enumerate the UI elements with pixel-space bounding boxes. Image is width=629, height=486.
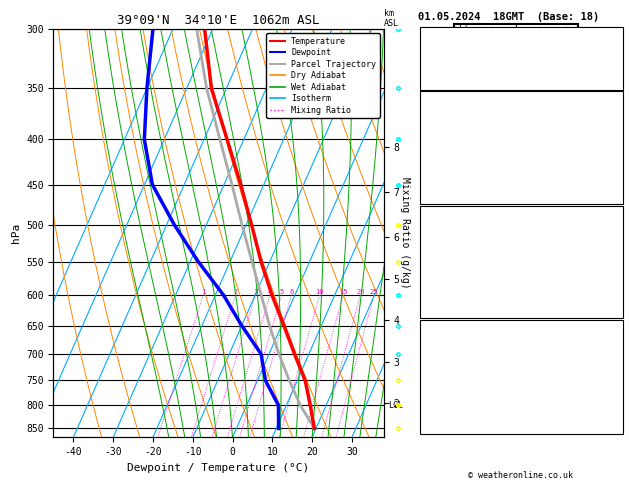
Y-axis label: hPa: hPa [11, 223, 21, 243]
Text: CIN (J): CIN (J) [423, 161, 460, 170]
X-axis label: Dewpoint / Temperature (°C): Dewpoint / Temperature (°C) [128, 463, 309, 473]
Text: 35: 35 [609, 35, 620, 43]
Text: 4: 4 [268, 289, 272, 295]
Text: 7: 7 [614, 368, 620, 377]
Text: -3: -3 [609, 347, 620, 356]
Text: 10: 10 [316, 289, 324, 295]
Text: 329: 329 [603, 129, 620, 138]
Text: 1: 1 [201, 289, 206, 295]
Text: -1: -1 [609, 140, 620, 149]
Text: 2.31: 2.31 [598, 64, 620, 72]
Text: 10.6: 10.6 [598, 119, 620, 127]
Text: 5: 5 [280, 289, 284, 295]
Text: 2: 2 [233, 289, 238, 295]
Y-axis label: Mixing Ratio (g/kg): Mixing Ratio (g/kg) [401, 177, 410, 289]
Text: 486: 486 [603, 151, 620, 159]
Text: CIN (J): CIN (J) [423, 265, 460, 274]
Title: 39°09'N  34°10'E  1062m ASL: 39°09'N 34°10'E 1062m ASL [118, 14, 320, 27]
Text: LCL: LCL [388, 401, 403, 410]
Text: Dewp (°C): Dewp (°C) [423, 119, 471, 127]
Text: 219°: 219° [598, 358, 620, 366]
Text: 0: 0 [614, 265, 620, 274]
Text: 15: 15 [339, 289, 347, 295]
Text: StmDir: StmDir [423, 358, 455, 366]
Text: SREH: SREH [423, 347, 444, 356]
Text: CAPE (J): CAPE (J) [423, 254, 465, 263]
Text: Totals Totals: Totals Totals [423, 49, 493, 58]
Text: Lifted Index: Lifted Index [423, 243, 487, 252]
Text: K: K [423, 35, 428, 43]
Text: Hodograph: Hodograph [497, 324, 545, 332]
Text: 892: 892 [603, 222, 620, 231]
Text: 01.05.2024  18GMT  (Base: 18): 01.05.2024 18GMT (Base: 18) [418, 12, 599, 22]
Text: StmSpd (kt): StmSpd (kt) [423, 368, 482, 377]
Text: EH: EH [423, 336, 433, 345]
Text: 20: 20 [356, 289, 365, 295]
Text: Surface: Surface [503, 95, 540, 104]
Text: km
ASL: km ASL [384, 9, 399, 28]
Text: 486: 486 [603, 254, 620, 263]
Text: θₑ(K): θₑ(K) [423, 129, 450, 138]
Text: 19.6: 19.6 [598, 108, 620, 117]
Legend: Temperature, Dewpoint, Parcel Trajectory, Dry Adiabat, Wet Adiabat, Isotherm, Mi: Temperature, Dewpoint, Parcel Trajectory… [266, 34, 379, 118]
Text: Lifted Index: Lifted Index [423, 140, 487, 149]
Text: 0: 0 [614, 161, 620, 170]
Text: CAPE (J): CAPE (J) [423, 151, 465, 159]
Text: kt: kt [459, 25, 469, 34]
Text: -1: -1 [609, 243, 620, 252]
Text: 3: 3 [253, 289, 257, 295]
Text: 50: 50 [609, 49, 620, 58]
Text: -9: -9 [609, 336, 620, 345]
Text: 6: 6 [289, 289, 294, 295]
Text: θₑ (K): θₑ (K) [423, 233, 455, 242]
Text: 25: 25 [370, 289, 378, 295]
Text: PW (cm): PW (cm) [423, 64, 460, 72]
Text: 329: 329 [603, 233, 620, 242]
Text: Temp (°C): Temp (°C) [423, 108, 471, 117]
Text: © weatheronline.co.uk: © weatheronline.co.uk [469, 470, 573, 480]
Text: Most Unstable: Most Unstable [486, 209, 556, 218]
Text: Pressure (mb): Pressure (mb) [423, 222, 493, 231]
